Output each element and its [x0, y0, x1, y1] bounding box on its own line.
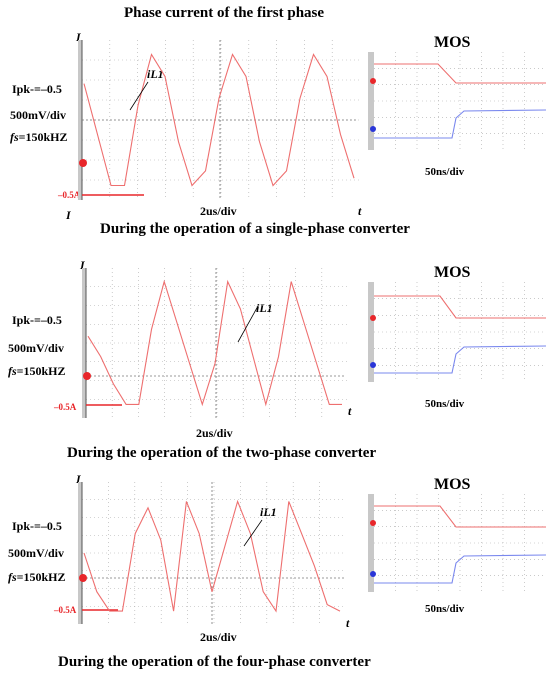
panel3-volts-per-div: 500mV/div	[8, 546, 65, 560]
panel1-y-axis-label: I	[76, 30, 81, 44]
panel3-scope	[78, 482, 346, 624]
panel1-switching-frequency: fs=150kHZ	[10, 130, 68, 144]
panel2-y-axis-label: I	[80, 258, 85, 272]
panel1-grid	[82, 40, 360, 200]
panel1-trace-label: iL1	[147, 67, 164, 81]
panel1-y-axis-bottom-label: I	[66, 208, 71, 222]
panel1-volts-per-div: 500mV/div	[10, 108, 67, 122]
panel2-volts-per-div: 500mV/div	[8, 341, 65, 355]
panel2-scope	[82, 268, 348, 418]
panel3-switching-frequency: fs=150kHZ	[8, 570, 66, 584]
panel2-trace	[87, 279, 342, 407]
panel3-trace-label: iL1	[260, 505, 277, 519]
panel1-mos-title: MOS	[434, 34, 471, 51]
panel1-mos-time-per-div: 50ns/div	[425, 166, 465, 178]
panel1-time-per-div: 2us/div	[200, 204, 237, 218]
panel3-ipk-label: Ipk-=–0.5	[12, 519, 62, 533]
panel2-negative-level-label: –0.5A	[54, 402, 77, 412]
panel1-scope	[78, 40, 360, 200]
panel2-mos-time-per-div: 50ns/div	[425, 398, 465, 410]
panel2-caption: During the operation of the two-phase co…	[67, 445, 377, 461]
panel1-x-axis-label: t	[358, 204, 362, 218]
panel1-caption: During the operation of a single-phase c…	[100, 221, 410, 237]
panel2-switching-frequency: fs=150kHZ	[8, 364, 66, 378]
panel2-time-per-div: 2us/div	[196, 426, 233, 440]
panel3-time-per-div: 2us/div	[200, 630, 237, 644]
panel3-trace	[83, 499, 341, 613]
panel3-mos-title: MOS	[434, 476, 471, 493]
panel3-negative-level-label: –0.5A	[54, 605, 77, 615]
panel3-x-axis-label: t	[346, 616, 350, 630]
panel3-y-axis-label: I	[76, 472, 81, 486]
panel1-negative-level-label: –0.5A	[58, 190, 81, 200]
panel1-mos-scope	[368, 52, 547, 150]
panel2-ipk-label: Ipk-=–0.5	[12, 313, 62, 327]
panel2-x-axis-label: t	[348, 404, 352, 418]
panel2-mos-title: MOS	[434, 264, 471, 281]
panel3-mos-scope	[368, 494, 547, 592]
panel2-mos-scope	[368, 282, 547, 382]
panel3-caption: During the operation of the four-phase c…	[58, 654, 371, 670]
panel1-trace	[83, 53, 355, 187]
panel3-mos-time-per-div: 50ns/div	[425, 603, 465, 615]
panel1-ipk-label: Ipk-=–0.5	[12, 82, 62, 96]
panel1-title: Phase current of the first phase	[123, 5, 325, 21]
panel2-trace-label: iL1	[256, 301, 273, 315]
